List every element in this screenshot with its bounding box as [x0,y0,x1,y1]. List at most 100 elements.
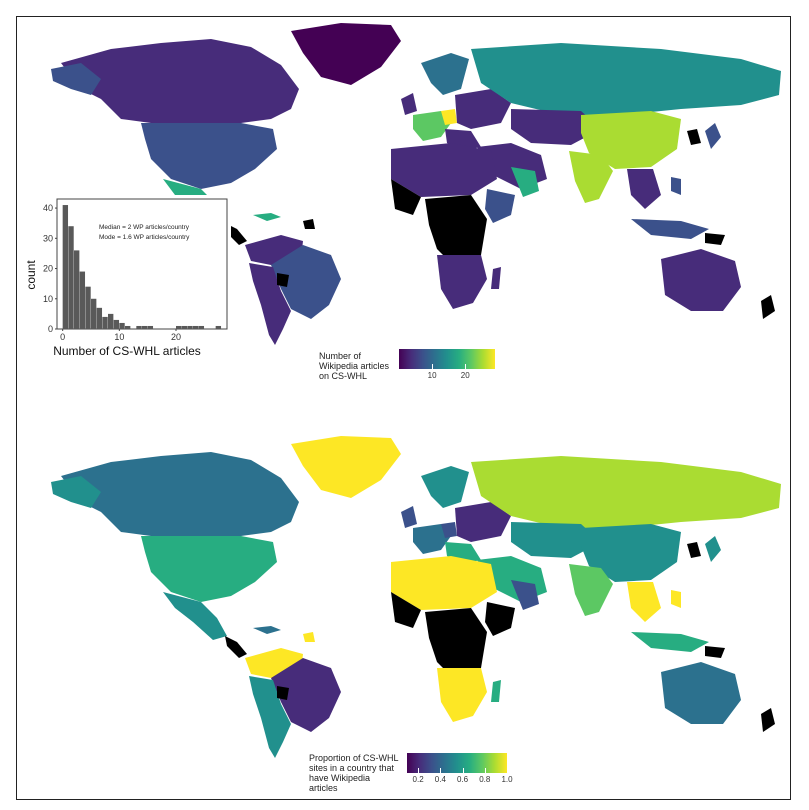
legend-tick-label: 0.2 [412,775,424,784]
region-new-zealand [761,708,775,732]
legend-tick-label: 1.0 [501,775,513,784]
histogram-y-tick-label: 20 [43,264,53,274]
legend-tick-label: 20 [460,371,470,380]
region-scandinavia [421,466,469,508]
histogram-bar [62,205,69,329]
legend-tick-mark [440,768,442,773]
region-brazil [271,658,341,732]
histogram-y-tick-label: 10 [43,294,53,304]
region-west-africa [391,179,421,215]
region-germany [441,109,457,125]
region-arabia [511,167,539,197]
legend-proportion-title: Proportion of CS-WHL sites in a country … [309,753,399,793]
legend-tick-label: 0.8 [479,775,491,784]
histogram-bar [198,325,205,329]
region-greenland [291,23,401,85]
histogram-annotation-mode: Mode = 1.6 WP articles/country [99,234,190,241]
histogram-y-tick-label: 0 [48,324,53,334]
histogram-bar [96,307,103,329]
legend-tick-mark [465,364,467,369]
region-usa [141,123,277,189]
region-north-africa [391,556,497,610]
region-canada [61,452,299,536]
histogram-bar [147,325,154,329]
region-arabia [511,580,539,610]
region-bolivia [277,273,289,287]
histogram-bar [176,325,182,329]
histogram-bar [113,319,120,329]
histogram-bar [193,325,199,329]
histogram-annotation-median: Median = 2 WP articles/country [99,224,190,231]
region-russia [471,43,781,115]
region-central-africa [425,608,487,680]
histogram-bar [74,250,80,329]
histogram-inset: 0 10 20 30 40 0 10 20 Median = 2 WP articles/c… [23,195,231,359]
region-mexico [163,592,227,640]
region-caribbean [253,213,281,221]
region-china [581,111,681,169]
region-new-zealand [761,295,775,319]
world-map-proportion [41,432,781,762]
region-russia [471,456,781,528]
region-new-guinea [705,233,725,245]
region-australia [661,662,741,724]
region-philippines [671,590,681,608]
region-southern-africa [437,255,487,309]
region-india [569,151,613,203]
region-western-europe [413,524,451,554]
region-horn-africa [485,602,515,636]
legend-tick-mark [507,768,508,773]
region-central-america [225,636,247,658]
region-west-africa [391,592,421,628]
region-uk [401,93,417,115]
region-eastern-europe [455,502,511,542]
legend-tick-mark [432,364,434,369]
region-horn-africa [485,189,515,223]
histogram-bar [125,325,131,329]
region-canada [61,39,299,123]
region-australia [661,249,741,311]
histogram-x-tick-label: 0 [60,332,65,342]
region-japan [705,123,721,149]
region-guiana [303,219,315,229]
region-korea-japan [687,129,701,145]
histogram-chart: 0 10 20 30 40 0 10 20 Median = 2 WP articles/c… [24,198,228,358]
region-china [581,524,681,582]
legend-article-count: Number of Wikipedia articles on CS-WHL 1… [319,349,519,389]
region-central-asia [511,109,601,145]
region-eastern-europe [455,89,511,129]
region-southeast-asia [627,582,661,622]
region-andes [249,676,291,758]
region-alaska [51,476,101,508]
region-india [569,564,613,616]
histogram-x-tick-label: 10 [114,332,124,342]
histogram-bar [91,298,97,329]
histogram-bar [68,226,74,329]
histogram-bar [215,325,222,329]
legend-tick-mark [462,768,464,773]
histogram-bar [108,313,114,329]
histogram-xlabel: Number of CS-WHL articles [53,344,201,358]
histogram-bar [119,322,125,329]
figure-frame: 0 10 20 30 40 0 10 20 Median = 2 WP articles/c… [16,16,791,800]
region-madagascar [491,267,501,289]
region-philippines [671,177,681,195]
region-guiana [303,632,315,642]
legend-proportion-colorbar [407,753,507,773]
histogram-bar [79,271,86,329]
region-alaska [51,63,101,95]
legend-proportion: Proportion of CS-WHL sites in a country … [309,753,549,799]
region-central-africa [425,195,487,267]
histogram-bar [136,325,142,329]
region-bolivia [277,686,289,700]
histogram-bar [181,325,188,329]
histogram-bar [142,325,148,329]
legend-tick-mark [418,768,420,773]
histogram-y-tick-label: 30 [43,233,53,243]
region-scandinavia [421,53,469,95]
region-central-asia [511,522,601,558]
region-japan [705,536,721,562]
histogram-ylabel: count [24,260,38,290]
region-brazil [271,245,341,319]
legend-article-count-colorbar [399,349,495,369]
